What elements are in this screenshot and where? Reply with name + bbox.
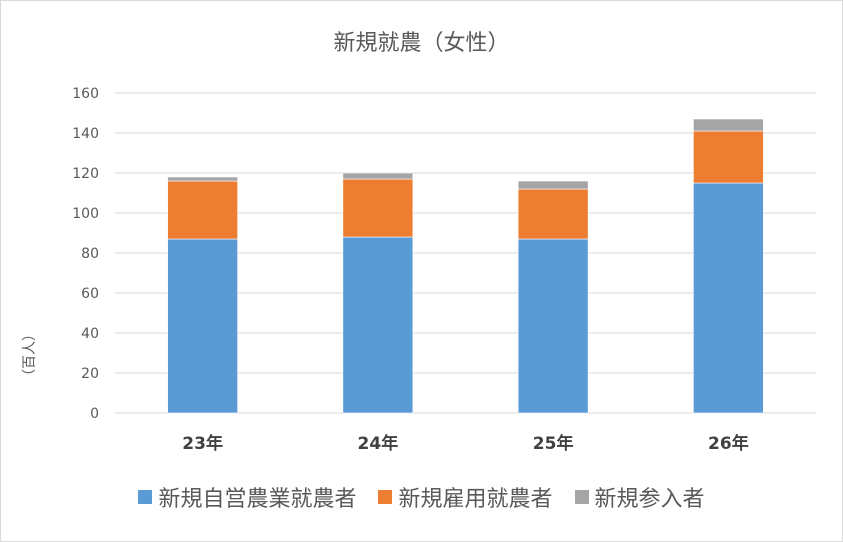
y-tick-label: 160 [72,86,99,102]
x-tick-label: 26年 [708,433,749,454]
y-tick-label: 80 [81,246,99,262]
legend-label: 新規雇用就農者 [398,487,553,512]
bar-segment-new-entrant [342,172,414,180]
legend-swatch [378,490,393,504]
bar-segment-employed [342,178,414,238]
bar-segment-employed [517,188,589,240]
bar-segment-employed [167,180,238,240]
bar-segment-self-employed [517,238,589,414]
bar-segment-new-entrant [167,176,238,182]
legend-swatch [574,490,589,504]
bar-segment-new-entrant [517,180,589,190]
bar-segment-self-employed [693,182,764,414]
x-tick-label: 25年 [533,433,574,454]
y-tick-label: 100 [72,206,99,222]
legend-swatch [138,490,153,504]
y-tick-label: 120 [72,166,99,182]
y-tick-label: 140 [72,126,99,142]
plot-area: 0 20 40 60 80 100 120 140 160 23年 24年 25年 26年 [72,86,816,454]
bar-segment-self-employed [167,238,238,414]
chart-title: 新規就農（女性） [333,31,510,56]
y-tick-label: 40 [81,326,99,342]
y-tick-label: 20 [81,366,99,382]
bar-segment-new-entrant [693,118,764,132]
legend-item: 新規自営農業就農者 [138,481,356,513]
legend-item: 新規参入者 [574,481,705,513]
y-tick-label: 0 [90,406,99,422]
bar-segment-employed [693,130,764,184]
y-tick-label: 60 [81,286,99,302]
x-tick-label: 23年 [182,433,223,454]
legend: 新規自営農業就農者 新規雇用就農者 新規参入者 [1,481,842,513]
x-tick-label: 24年 [358,433,399,454]
legend-label: 新規自営農業就農者 [158,487,357,512]
bar-segment-self-employed [342,236,414,414]
legend-label: 新規参入者 [594,487,705,512]
legend-item: 新規雇用就農者 [378,481,553,513]
